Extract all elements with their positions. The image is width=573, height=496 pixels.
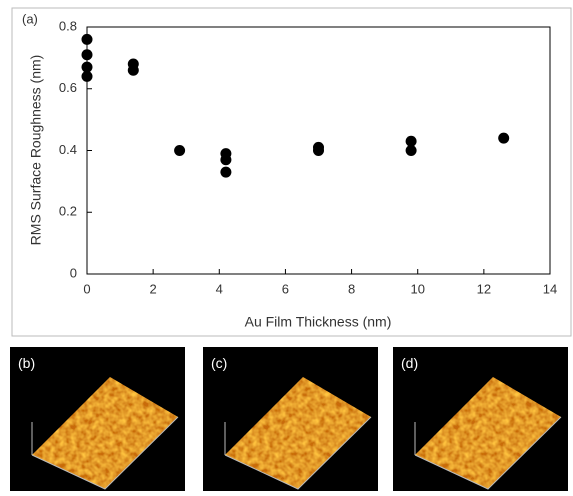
image-label: (d): [401, 355, 418, 371]
surface: [225, 377, 371, 489]
chart: (a) Au Film Thickness (nm) RMS Surface R…: [0, 0, 573, 340]
point: [313, 145, 324, 156]
y-tick-label: 0.6: [59, 80, 77, 95]
x-tick-label: 0: [83, 281, 90, 296]
point: [220, 167, 231, 178]
x-tick-label: 8: [348, 281, 355, 296]
point: [406, 145, 417, 156]
point: [174, 145, 185, 156]
x-tick-label: 14: [543, 281, 557, 296]
surface: [415, 377, 561, 489]
x-tick-label: 12: [477, 281, 491, 296]
point: [498, 133, 509, 144]
y-tick-label: 0: [70, 265, 77, 280]
afm-image: (c): [203, 347, 378, 491]
x-axis-label: Au Film Thickness (nm): [245, 314, 392, 330]
point: [82, 49, 93, 60]
afm-image: (b): [10, 347, 185, 491]
afm-surface: [393, 347, 568, 491]
point: [82, 34, 93, 45]
image-label: (c): [211, 355, 227, 371]
x-tick-label: 6: [282, 281, 289, 296]
point: [128, 65, 139, 76]
surface: [32, 377, 178, 489]
panel-label: (a): [22, 11, 38, 26]
y-tick-label: 0.4: [59, 142, 77, 157]
x-tick-label: 4: [216, 281, 223, 296]
point: [220, 154, 231, 165]
image-label: (b): [18, 355, 35, 371]
y-axis-label: RMS Surface Roughness (nm): [28, 55, 44, 246]
point: [82, 71, 93, 82]
afm-image: (d): [393, 347, 568, 491]
x-tick-label: 10: [410, 281, 424, 296]
afm-surface: [203, 347, 378, 491]
page: {"chart_data": {"type": "scatter", "pane…: [0, 0, 573, 491]
y-tick-label: 0.8: [59, 18, 77, 33]
afm-surface: [10, 347, 185, 491]
y-tick-label: 0.2: [59, 204, 77, 219]
x-tick-label: 2: [150, 281, 157, 296]
